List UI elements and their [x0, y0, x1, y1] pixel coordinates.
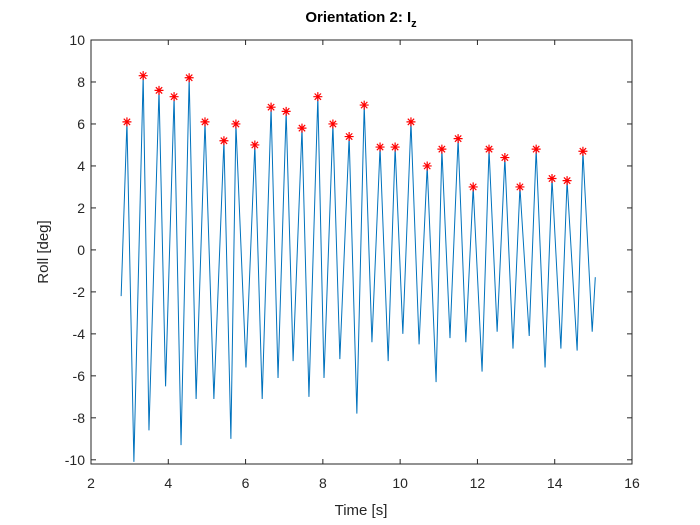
x-tick-label: 12	[470, 475, 486, 491]
peak-marker	[531, 144, 541, 154]
peak-marker	[138, 71, 148, 81]
peak-marker	[515, 182, 525, 192]
peak-marker	[437, 144, 447, 154]
y-tick-label: 2	[77, 200, 85, 216]
y-tick-label: 4	[77, 158, 85, 174]
peak-marker	[406, 117, 416, 127]
x-tick-label: 4	[164, 475, 172, 491]
peak-marker	[122, 117, 132, 127]
peak-marker	[281, 106, 291, 116]
peak-marker	[250, 140, 260, 150]
peak-marker	[422, 161, 432, 171]
peak-marker	[169, 92, 179, 102]
y-tick-label: 8	[77, 74, 85, 90]
peak-marker	[359, 100, 369, 110]
peak-marker	[328, 119, 338, 129]
title-main: Orientation 2: I	[305, 9, 411, 26]
peak-marker	[390, 142, 400, 152]
y-tick-label: 6	[77, 116, 85, 132]
x-tick-label: 10	[392, 475, 408, 491]
peak-marker	[500, 153, 510, 163]
x-tick-label: 2	[87, 475, 95, 491]
y-tick-label: -10	[65, 452, 85, 468]
peak-marker	[266, 102, 276, 112]
y-tick-label: -6	[73, 368, 86, 384]
peak-marker	[184, 73, 194, 83]
y-tick-label: -4	[73, 326, 86, 342]
y-tick-label: 0	[77, 242, 85, 258]
x-tick-label: 14	[547, 475, 563, 491]
plot-area	[90, 39, 633, 465]
x-tick-label: 6	[242, 475, 250, 491]
peak-marker	[200, 117, 210, 127]
peak-marker	[154, 85, 164, 95]
peak-marker	[297, 123, 307, 133]
title-subscript: z	[411, 18, 417, 30]
peak-marker	[375, 142, 385, 152]
peak-marker	[468, 182, 478, 192]
peak-marker	[219, 136, 229, 146]
x-tick-label: 8	[319, 475, 327, 491]
x-tick-label: 16	[624, 475, 640, 491]
data-line	[120, 75, 596, 462]
peak-marker	[578, 146, 588, 156]
y-axis-label: Roll [deg]	[35, 220, 52, 283]
chart-title: Orientation 2: Iz	[305, 9, 417, 30]
y-tick-label: 10	[69, 32, 85, 48]
peak-marker	[484, 144, 494, 154]
y-tick-label: -8	[73, 410, 86, 426]
peak-marker	[453, 134, 463, 144]
peak-marker	[547, 174, 557, 184]
peak-marker	[231, 119, 241, 129]
peak-marker	[344, 132, 354, 142]
peak-marker	[313, 92, 323, 102]
peak-marker	[562, 176, 572, 186]
x-axis-label: Time [s]	[335, 502, 388, 519]
y-tick-label: -2	[73, 284, 86, 300]
